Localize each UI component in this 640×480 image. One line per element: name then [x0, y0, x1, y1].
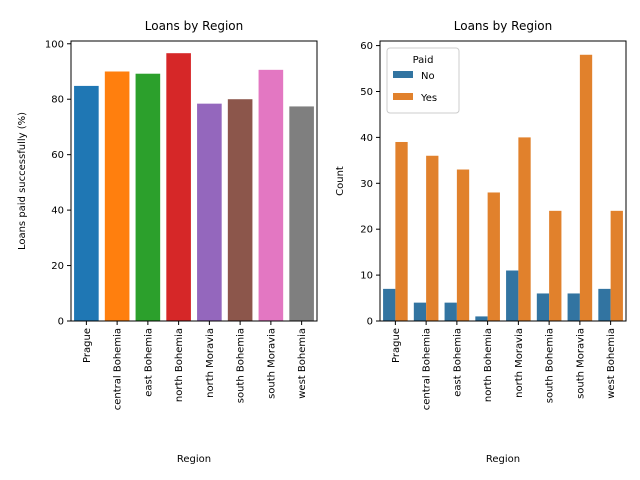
legend-swatch-no: [393, 71, 413, 78]
bar-east-bohemia-yes: [456, 169, 470, 321]
legend-title: Paid: [413, 55, 434, 66]
chart-left-y-axis-label: Loans paid successfully (%): [17, 112, 28, 250]
chart-right-title: Loans by Region: [454, 19, 552, 33]
bar-prague: [74, 85, 99, 321]
chart-right-x-tick-label-south-moravia: south Moravia: [575, 328, 586, 399]
bar-central-bohemia-no: [413, 302, 427, 321]
chart-right-x-tick-label-north-moravia: north Moravia: [514, 328, 525, 398]
bar-north-bohemia-yes: [487, 192, 500, 321]
bar-south-bohemia: [227, 99, 253, 321]
chart-left-plot-frame: [70, 40, 318, 322]
chart-right-y-tick-label: 20: [360, 225, 373, 236]
chart-left-x-tick-label-east-bohemia: east Bohemia: [143, 328, 154, 397]
bar-west-bohemia-yes: [610, 210, 623, 321]
bar-prague-yes: [395, 141, 408, 321]
chart-left-y-tick-label: 0: [58, 317, 64, 328]
chart-left-paid-percent: Loans by Region Region Loans paid succes…: [17, 19, 318, 465]
bar-prague-no: [383, 288, 396, 321]
chart-right-legend: Paid No Yes: [386, 47, 460, 114]
bar-north-moravia: [197, 103, 222, 321]
chart-left-y-tick-label: 80: [51, 95, 64, 106]
chart-right-x-tick-label-west-bohemia: west Bohemia: [606, 328, 617, 399]
bar-south-bohemia-yes: [549, 210, 562, 321]
bar-south-moravia-no: [567, 293, 580, 321]
chart-right-x-tick-label-south-bohemia: south Bohemia: [545, 328, 556, 403]
bar-north-moravia-no: [506, 270, 519, 321]
chart-left-x-tick-label-south-moravia: south Moravia: [266, 328, 277, 399]
chart-left-y-tick-label: 40: [51, 206, 64, 217]
legend-label-yes: Yes: [420, 93, 437, 104]
chart-left-y-tick-label: 60: [51, 150, 64, 161]
legend-label-no: No: [421, 71, 435, 82]
bar-north-bohemia-no: [475, 316, 488, 321]
chart-right-y-axis-label: Count: [335, 166, 346, 196]
chart-left-x-tick-label-south-bohemia: south Bohemia: [236, 328, 247, 403]
chart-right-y-tick-label: 0: [367, 317, 373, 328]
chart-right-y-tick-label: 50: [360, 87, 373, 98]
chart-left-title: Loans by Region: [145, 19, 243, 33]
bar-east-bohemia: [135, 73, 161, 322]
bar-south-moravia-yes: [579, 54, 593, 321]
bar-west-bohemia-no: [598, 288, 611, 321]
chart-right-x-tick-label-central-bohemia: central Bohemia: [422, 328, 433, 410]
chart-right-plot-frame: [379, 40, 627, 322]
chart-left-y-tick-label: 100: [45, 39, 64, 50]
bar-west-bohemia: [289, 106, 314, 321]
chart-right-y-tick-label: 30: [360, 179, 373, 190]
bar-north-bohemia: [166, 53, 191, 321]
chart-left-x-axis-label: Region: [177, 454, 211, 465]
chart-right-x-tick-label-east-bohemia: east Bohemia: [452, 328, 463, 397]
chart-right-x-tick-label-prague: Prague: [391, 328, 402, 363]
bar-central-bohemia: [104, 71, 130, 321]
legend-swatch-yes: [393, 93, 413, 100]
chart-left-x-tick-label-north-moravia: north Moravia: [205, 328, 216, 398]
chart-right-x-axis-label: Region: [486, 454, 520, 465]
chart-left-y-tick-label: 20: [51, 261, 64, 272]
chart-right-y-tick-label: 40: [360, 133, 373, 144]
bar-south-moravia: [258, 69, 284, 321]
bar-central-bohemia-yes: [426, 155, 439, 321]
chart-right-paid-counts: Loans by Region Region Count 0 10 20 30 40 50…: [335, 19, 627, 465]
chart-left-x-tick-label-prague: Prague: [82, 328, 93, 363]
chart-right-y-tick-label: 60: [360, 41, 373, 52]
chart-left-x-tick-label-west-bohemia: west Bohemia: [297, 328, 308, 399]
chart-right-x-tick-label-north-bohemia: north Bohemia: [483, 328, 494, 402]
chart-right-y-tick-label: 10: [360, 271, 373, 282]
bar-south-bohemia-no: [536, 293, 550, 321]
bar-north-moravia-yes: [518, 137, 531, 321]
bar-east-bohemia-no: [444, 302, 457, 321]
chart-left-x-tick-label-north-bohemia: north Bohemia: [174, 328, 185, 402]
chart-left-x-tick-label-central-bohemia: central Bohemia: [113, 328, 124, 410]
